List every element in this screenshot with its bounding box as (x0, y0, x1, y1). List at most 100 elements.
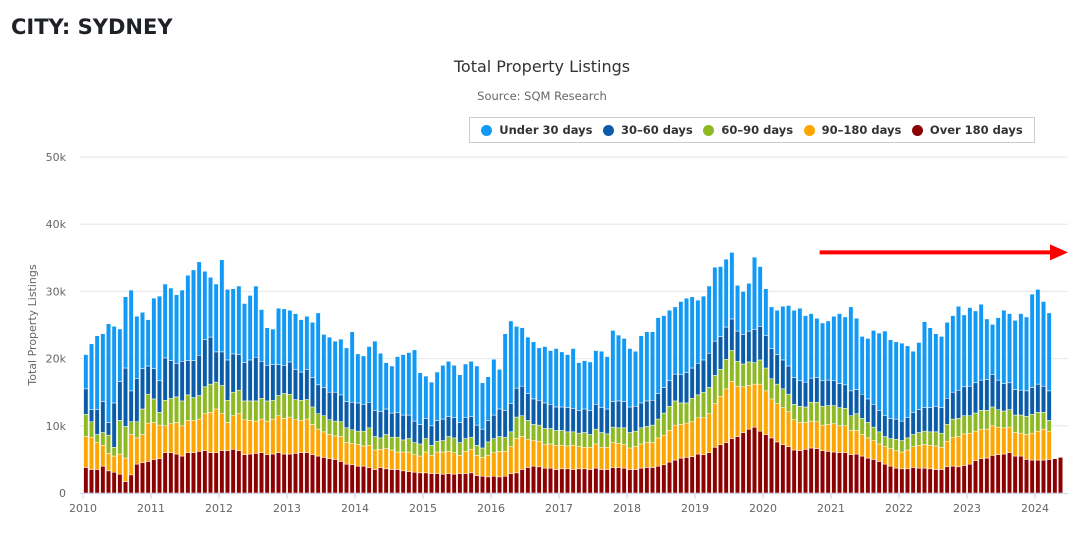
bar-segment-30-60-days (423, 418, 429, 439)
bar-segment-60-90-days (304, 399, 310, 420)
bar-segment-90-180-days (684, 422, 689, 458)
bar-segment-30-60-days (876, 410, 882, 433)
bar-segment-30-60-days (950, 391, 956, 420)
legend-item-over-180-days[interactable]: Over 180 days (911, 123, 1023, 137)
bar-segment-90-180-days (621, 444, 627, 469)
bar-segment-60-90-days (140, 408, 145, 435)
bar-segment-over-180-days (865, 457, 871, 494)
bar-segment-90-180-days (576, 446, 582, 470)
x-tick-label: 2014 (341, 502, 369, 515)
bar-segment-over-180-days (514, 472, 519, 494)
bar-segment-60-90-days (502, 436, 508, 452)
bar-segment-under-30-days (604, 356, 610, 410)
legend-item-90-180-days[interactable]: 90–180 days (803, 123, 901, 137)
bar-segment-90-180-days (321, 431, 327, 458)
bar-segment-90-180-days (378, 449, 383, 468)
bar-segment-under-30-days (531, 341, 536, 400)
bar-segment-under-30-days (565, 354, 570, 408)
bar-segment-under-30-days (440, 365, 446, 420)
bar-segment-30-60-days (145, 365, 151, 395)
bar-segment-over-180-days (417, 472, 423, 494)
bar-segment-90-180-days (514, 438, 519, 474)
bar-segment-60-90-days (899, 440, 905, 453)
bar-segment-60-90-days (196, 395, 202, 420)
bar-segment-over-180-days (327, 458, 332, 494)
legend-dot-over-180-days (911, 124, 923, 136)
bar-segment-30-60-days (502, 410, 508, 438)
bar-segment-90-180-days (1012, 432, 1018, 457)
bar-segment-90-180-days (485, 455, 491, 478)
bar-segment-30-60-days (831, 380, 837, 406)
bar-segment-over-180-days (179, 455, 185, 494)
bar-segment-under-30-days (984, 318, 990, 380)
bar-segment-under-30-days (967, 307, 973, 387)
bar-segment-60-90-days (786, 393, 791, 412)
bar-segment-60-90-days (916, 432, 922, 446)
bar-segment-60-90-days (644, 426, 650, 443)
bar-segment-90-180-days (531, 440, 536, 467)
bar-segment-over-180-days (712, 447, 718, 494)
bar-segment-under-30-days (803, 315, 808, 383)
bar-segment-90-180-days (349, 443, 355, 466)
bar-segment-30-60-days (491, 414, 497, 439)
bar-segment-30-60-days (553, 406, 559, 431)
bar-segment-60-90-days (230, 391, 236, 416)
bar-segment-30-60-days (672, 373, 678, 402)
bar-segment-90-180-days (242, 419, 247, 455)
bar-segment-over-180-days (633, 469, 638, 494)
bar-segment-over-180-days (429, 473, 434, 494)
bar-segment-under-30-days (740, 291, 746, 335)
bar-segment-over-180-days (797, 450, 803, 494)
bar-segment-under-30-days (406, 352, 412, 416)
bar-segment-30-60-days (412, 420, 417, 443)
bar-segment-30-60-days (525, 393, 531, 421)
legend-item-under-30-days[interactable]: Under 30 days (481, 123, 592, 137)
bar-segment-30-60-days (179, 361, 185, 402)
bar-segment-60-90-days (457, 442, 463, 456)
bar-segment-under-30-days (168, 287, 174, 361)
bar-segment-60-90-days (797, 406, 803, 423)
bar-segment-under-30-days (582, 360, 587, 410)
bar-segment-90-180-days (281, 418, 287, 455)
legend-item-60-90-days[interactable]: 60–90 days (703, 123, 793, 137)
bar-segment-90-180-days (967, 432, 973, 465)
bar-segment-90-180-days (106, 453, 111, 472)
bar-segment-under-30-days (327, 336, 332, 393)
bar-segment-over-180-days (661, 464, 667, 494)
bar-segment-90-180-days (253, 420, 259, 454)
x-tick-label: 2021 (817, 502, 845, 515)
bar-segment-60-90-days (553, 430, 559, 446)
bar-segment-under-30-days (570, 348, 576, 409)
bar-segment-30-60-days (134, 378, 140, 423)
bar-segment-under-30-days (689, 296, 695, 369)
bar-segment-under-30-days (395, 356, 400, 413)
bar-segment-60-90-days (791, 404, 797, 421)
bar-segment-60-90-days (270, 400, 276, 420)
bar-segment-over-180-days (361, 465, 366, 494)
bar-segment-under-30-days (247, 295, 253, 361)
bar-segment-60-90-days (859, 418, 865, 435)
bar-segment-90-180-days (593, 443, 599, 469)
bar-segment-under-30-days (542, 346, 548, 404)
bar-segment-30-60-days (791, 377, 797, 405)
bar-segment-over-180-days (678, 457, 684, 494)
legend-item-30-60-days[interactable]: 30–60 days (603, 123, 693, 137)
bar-segment-30-60-days (905, 417, 910, 439)
bar-segment-30-60-days (961, 386, 967, 416)
bar-segment-30-60-days (1029, 387, 1035, 415)
bar-segment-30-60-days (151, 368, 157, 400)
bar-segment-over-180-days (553, 469, 559, 494)
bar-segment-under-30-days (905, 345, 910, 418)
bar-segment-under-30-days (576, 362, 582, 411)
bar-segment-under-30-days (712, 266, 718, 342)
bar-segment-30-60-days (446, 416, 451, 437)
y-tick-label: 30k (46, 285, 67, 298)
bar-segment-60-90-days (519, 415, 525, 437)
bar-segment-30-60-days (298, 371, 304, 401)
bar-segment-under-30-days (644, 331, 650, 402)
bar-segment-over-180-days (1029, 459, 1035, 494)
bar-segment-over-180-days (123, 481, 128, 494)
bar-segment-90-180-days (939, 447, 944, 470)
bar-segment-over-180-days (253, 453, 259, 494)
bar-segment-90-180-days (117, 453, 123, 475)
